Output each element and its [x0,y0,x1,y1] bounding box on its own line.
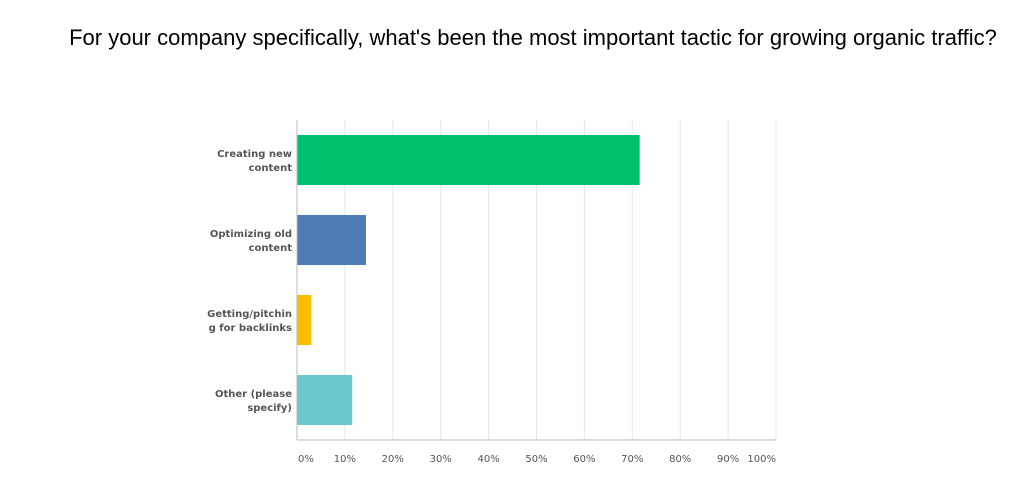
x-tick-label: 30% [430,454,452,465]
x-tick-label: 90% [717,454,739,465]
bar [297,295,312,345]
category-label: content [249,243,293,254]
category-label: Getting/pitchin [207,309,292,320]
x-tick-label: 60% [573,454,595,465]
x-tick-label: 100% [747,454,776,465]
x-tick-label: 10% [334,454,356,465]
x-tick-label: 40% [477,454,499,465]
x-tick-label: 50% [525,454,547,465]
category-label: Other (please [215,389,292,400]
category-label: Optimizing old [210,229,292,240]
x-tick-label: 70% [621,454,643,465]
chart-title: For your company specifically, what's be… [69,25,997,50]
x-tick-label: 0% [298,454,314,465]
category-label: specify) [247,403,292,414]
x-tick-label: 80% [669,454,691,465]
bar [297,375,353,425]
bar [297,135,640,185]
x-tick-label: 20% [382,454,404,465]
category-label: Creating new [217,149,292,160]
bar [297,215,366,265]
category-label: g for backlinks [209,323,292,334]
category-label: content [249,163,293,174]
